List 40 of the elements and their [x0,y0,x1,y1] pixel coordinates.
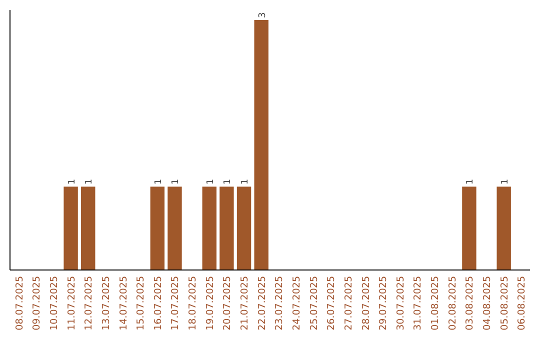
data-label: 3 [258,12,268,18]
x-tick-label: 14.07.2025 [118,276,130,330]
data-label: 1 [84,178,95,185]
x-tick-label: 20.07.2025 [222,276,234,330]
x-tick-label: 23.07.2025 [274,276,286,330]
x-tick-label: 29.07.2025 [378,276,390,330]
x-tick-label: 11.07.2025 [66,276,78,330]
x-tick-label: 16.07.2025 [152,276,164,330]
x-tick-label: 19.07.2025 [204,276,216,330]
data-label: 1 [240,178,251,185]
x-tick-label: 12.07.2025 [84,276,95,330]
x-tick-label: 04.08.2025 [482,276,494,330]
data-label: 1 [466,178,476,185]
data-label: 1 [223,178,234,185]
x-tick-label: 21.07.2025 [240,276,251,330]
x-tick-label: 10.07.2025 [48,276,60,330]
x-tick-label: 08.07.2025 [14,276,26,330]
x-tick-label: 02.08.2025 [447,276,458,330]
x-tick-label: 09.07.2025 [32,276,43,330]
x-tick-label: 26.07.2025 [326,276,338,330]
x-tick-label: 03.08.2025 [464,276,476,330]
x-tick-label: 17.07.2025 [170,276,182,330]
x-tick-label: 18.07.2025 [188,276,199,330]
x-tick-label: 31.07.2025 [412,276,424,330]
x-tick-label: 22.07.2025 [256,276,268,330]
x-tick-label: 15.07.2025 [136,276,147,330]
x-tick-label: 24.07.2025 [291,276,302,330]
x-tick-label: 06.08.2025 [516,276,528,330]
data-label: 1 [206,178,216,185]
x-tick-label: 30.07.2025 [395,276,406,330]
x-tick-label: 01.08.2025 [430,276,442,330]
data-label: 1 [154,178,164,185]
x-tick-label: 13.07.2025 [100,276,112,330]
x-tick-label: 25.07.2025 [308,276,320,330]
x-tick-label: 28.07.2025 [360,276,372,330]
data-label: 1 [67,178,78,185]
x-tick-label: 27.07.2025 [343,276,354,330]
data-label: 1 [171,178,182,185]
x-tick-label: 05.08.2025 [499,276,510,330]
data-label: 1 [500,178,510,185]
